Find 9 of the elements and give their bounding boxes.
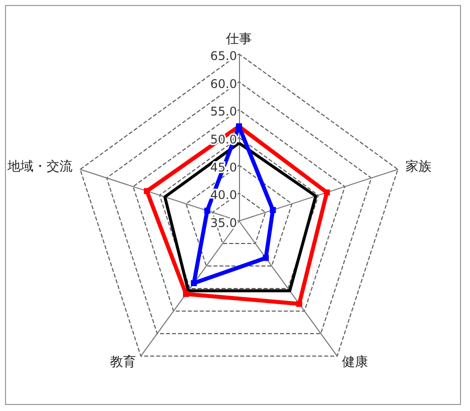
spoke-label: 教育 bbox=[110, 354, 136, 370]
spoke-label: 地域・交流 bbox=[6, 158, 73, 174]
spoke-label: 仕事 bbox=[225, 32, 252, 47]
y-tick-label: 65.0 bbox=[210, 49, 237, 63]
y-tick-label: 35.0 bbox=[210, 216, 237, 230]
spoke-label: 健康 bbox=[342, 355, 368, 370]
y-tick-label: 55.0 bbox=[210, 104, 237, 119]
spoke-label: 家族 bbox=[405, 158, 432, 174]
y-tick-label: 60.0 bbox=[210, 76, 237, 91]
